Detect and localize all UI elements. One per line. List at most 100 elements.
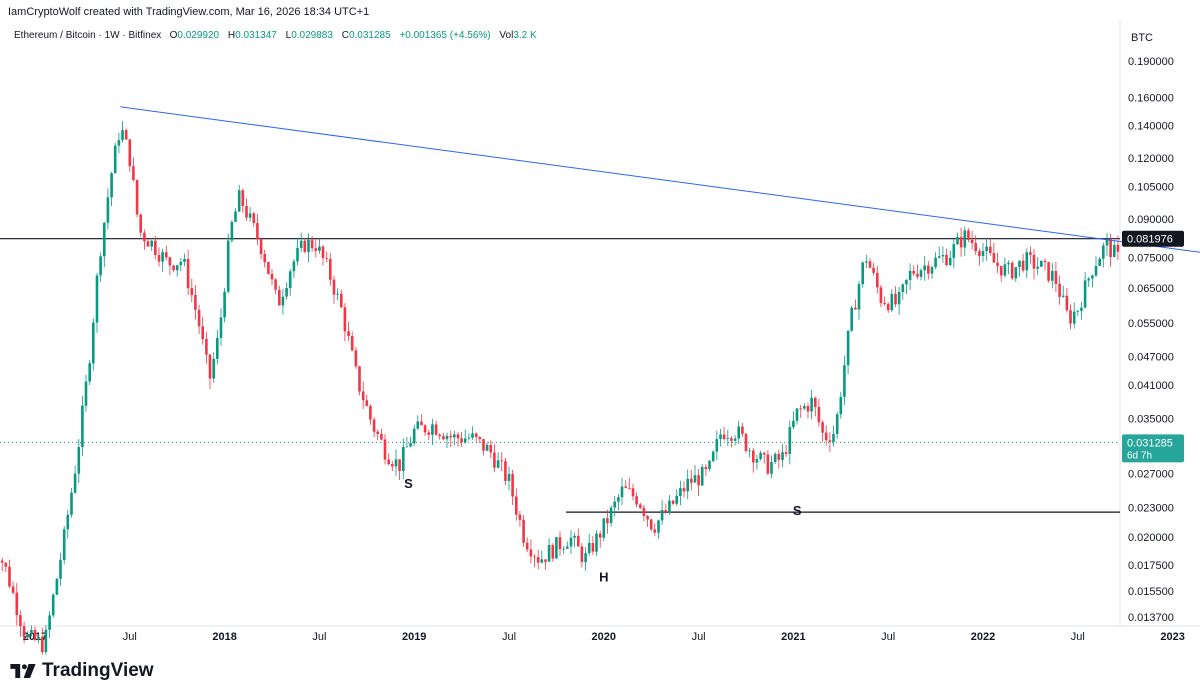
price-tick-label: 0.160000 — [1128, 92, 1174, 104]
candle-body — [908, 270, 912, 280]
candle-body — [139, 214, 142, 233]
candle-body — [48, 615, 51, 630]
candle-body — [558, 537, 562, 550]
last-price-label: 0.031285 — [1127, 437, 1173, 449]
candle-body — [1010, 262, 1014, 279]
candle-body — [803, 406, 806, 409]
candle-body — [445, 435, 449, 440]
candle-body — [580, 546, 584, 563]
price-tick-label: 0.023000 — [1128, 503, 1174, 515]
candle-body — [1105, 239, 1109, 246]
time-tick-label: Jul — [123, 631, 137, 643]
candle-body — [259, 239, 263, 254]
candle-body — [274, 279, 277, 290]
candle-body — [354, 350, 358, 367]
candle-body — [876, 272, 879, 288]
candle-body — [653, 529, 657, 533]
candle-body — [303, 240, 307, 252]
candle-body — [963, 230, 967, 248]
candle-body — [1032, 254, 1036, 269]
price-tick-label: 0.090000 — [1128, 214, 1174, 226]
candle-body — [690, 478, 693, 483]
candle-body — [912, 270, 915, 274]
pattern-label: H — [599, 570, 608, 585]
candle-body — [281, 296, 285, 306]
tradingview-logo[interactable]: TradingView — [10, 660, 154, 682]
candle-body — [124, 130, 128, 140]
candle-body — [606, 518, 609, 524]
candle-body — [781, 452, 784, 460]
candle-body — [314, 248, 318, 251]
candle-body — [533, 556, 536, 558]
candle-body — [157, 255, 161, 262]
candle-body — [485, 444, 489, 451]
candle-body — [226, 240, 230, 292]
candle-body — [1029, 252, 1032, 255]
candle-body — [106, 197, 110, 223]
candle-body — [500, 460, 503, 462]
candle-body — [347, 331, 350, 336]
candle-body — [296, 247, 299, 262]
close-value: 0.031285 — [348, 30, 391, 41]
candle-body — [0, 560, 4, 563]
candle-body — [453, 434, 456, 438]
candle-body — [835, 414, 839, 434]
candle-body — [117, 140, 121, 146]
candle-body — [595, 533, 598, 552]
candle-body — [478, 437, 482, 440]
candle-body — [263, 254, 266, 263]
candle-body — [1021, 260, 1025, 271]
candle-body — [1069, 310, 1072, 324]
candle-body — [398, 459, 401, 471]
candle-body — [999, 265, 1003, 276]
candle-body — [861, 262, 864, 285]
candle-body — [241, 190, 245, 207]
candle-body — [536, 557, 540, 563]
candle-body — [321, 246, 325, 259]
candle-body — [646, 516, 649, 520]
candle-body — [777, 453, 781, 460]
candle-body — [700, 467, 704, 486]
candle-body — [821, 422, 824, 433]
candle-body — [697, 475, 700, 486]
descending-trendline[interactable] — [120, 106, 1200, 378]
candle-body — [675, 495, 678, 504]
candle-body — [865, 261, 868, 263]
candle-body — [438, 434, 441, 437]
candle-body — [730, 438, 733, 441]
price-tick-label: 0.035000 — [1128, 414, 1174, 426]
price-tick-label: 0.105000 — [1128, 181, 1174, 193]
candle-body — [230, 221, 234, 241]
candle-body — [190, 288, 194, 295]
candle-body — [179, 261, 183, 266]
candle-body — [886, 304, 890, 311]
price-axis[interactable]: 0.190000 0.160000 0.140000 0.120000 0.105000… — [1128, 56, 1174, 624]
candle-body — [489, 444, 493, 453]
symbol-name[interactable]: Ethereum / Bitcoin · 1W · Bitfinex — [14, 30, 162, 41]
candle-body — [752, 450, 755, 463]
candle-body — [394, 459, 398, 467]
tradingview-logo-icon — [10, 664, 36, 678]
candle-body — [671, 500, 675, 504]
candle-body — [380, 434, 383, 440]
candle-body — [8, 566, 11, 587]
candle-body — [318, 246, 321, 251]
candle-body — [577, 535, 580, 547]
candle-body — [989, 246, 992, 253]
candle-body — [427, 432, 431, 435]
candle-body — [759, 452, 762, 459]
candle-body — [832, 433, 835, 442]
time-axis[interactable]: 2017Jul2018Jul2019Jul2020Jul2021Jul2022J… — [23, 631, 1200, 643]
candle-body — [460, 438, 463, 443]
candle-body — [978, 251, 981, 257]
candle-body — [103, 222, 106, 257]
candle-body — [693, 475, 697, 483]
candle-body — [201, 326, 204, 339]
candle-body — [744, 433, 748, 451]
candle-body — [792, 420, 795, 428]
candle-body — [168, 257, 172, 266]
candle-body — [905, 279, 908, 285]
candle-body — [365, 400, 369, 406]
candle-body — [409, 443, 412, 447]
